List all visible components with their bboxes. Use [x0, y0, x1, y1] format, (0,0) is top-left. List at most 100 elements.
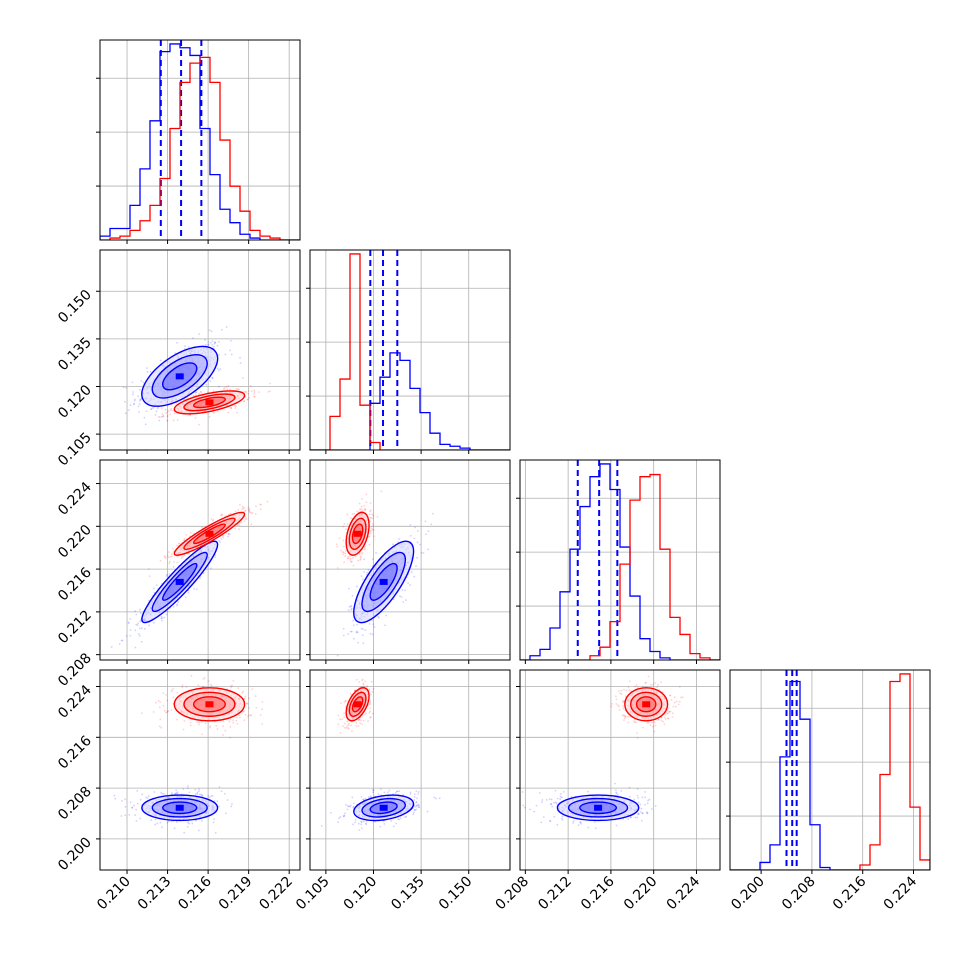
scatter-point: [120, 815, 123, 817]
scatter-point: [175, 792, 177, 794]
scatter-point: [413, 809, 416, 812]
scatter-point: [209, 683, 212, 686]
scatter-point: [212, 518, 215, 521]
scatter-point: [359, 559, 362, 561]
scatter-point: [337, 723, 340, 726]
scatter-point: [350, 608, 352, 611]
grid-lines: [100, 40, 300, 240]
scatter-point: [360, 627, 363, 630]
scatter-point: [335, 543, 338, 546]
scatter-point: [197, 829, 200, 832]
scatter-point: [236, 411, 238, 414]
y-tick-label: 0.224: [55, 682, 95, 722]
scatter-point: [246, 716, 249, 718]
scatter-point: [208, 415, 211, 418]
scatter-point: [236, 524, 239, 527]
scatter-point: [338, 817, 340, 820]
scatter-point: [368, 703, 370, 706]
scatter-point: [198, 793, 201, 796]
scatter-point: [138, 632, 140, 635]
density-peak: [175, 373, 184, 380]
scatter-point: [178, 542, 181, 545]
scatter-point: [197, 790, 200, 793]
scatter-point: [409, 584, 411, 586]
scatter-point: [370, 517, 373, 519]
scatter-point: [349, 605, 352, 608]
scatter-point: [427, 530, 430, 532]
scatter-point: [159, 416, 161, 419]
scatter-point: [245, 391, 247, 394]
scatter-point: [178, 542, 180, 545]
y-tick-label: 0.200: [55, 834, 95, 874]
scatter-point: [140, 380, 143, 382]
scatter-point: [189, 724, 192, 727]
scatter-point: [128, 813, 131, 816]
scatter-point: [351, 796, 354, 799]
scatter-point: [360, 796, 363, 798]
scatter-point: [230, 406, 232, 409]
scatter-point: [362, 798, 364, 801]
scatter-point: [134, 610, 137, 613]
x-tick-label: 0.200: [728, 874, 768, 914]
scatter-point: [342, 815, 345, 818]
scatter-point: [163, 793, 165, 795]
scatter-point: [234, 407, 237, 409]
panel-2d: [521, 675, 684, 830]
scatter-point: [351, 513, 354, 515]
scatter-point: [363, 504, 366, 507]
scatter-point: [229, 388, 231, 391]
density-peak: [205, 701, 214, 708]
scatter-point: [181, 555, 184, 558]
scatter-point: [171, 792, 173, 794]
scatter-point: [153, 791, 156, 793]
scatter-point: [158, 706, 161, 709]
scatter-point: [133, 402, 136, 405]
scatter-point: [646, 812, 649, 814]
scatter-point: [251, 688, 254, 691]
scatter-point: [138, 388, 141, 391]
scatter-point: [212, 390, 215, 392]
scatter-point: [176, 718, 178, 721]
scatter-point: [198, 333, 201, 335]
scatter-point: [355, 630, 358, 633]
scatter-point: [230, 805, 233, 808]
scatter-point: [196, 721, 199, 724]
scatter-point: [232, 679, 235, 682]
scatter-point: [580, 822, 582, 825]
scatter-point: [169, 413, 171, 416]
scatter-point: [205, 383, 208, 386]
scatter-point: [209, 726, 211, 729]
scatter-point: [218, 786, 221, 789]
scatter-point: [176, 555, 179, 558]
scatter-point: [363, 558, 366, 561]
y-tick-label: 0.208: [55, 784, 95, 824]
scatter-point: [346, 808, 349, 811]
scatter-point: [347, 633, 349, 635]
scatter-point: [231, 684, 234, 687]
scatter-point: [210, 795, 213, 798]
scatter-point: [195, 819, 198, 822]
y-tick-label: 0.120: [55, 382, 95, 422]
grid-lines: [730, 670, 930, 870]
scatter-point: [340, 549, 342, 552]
scatter-point: [160, 615, 163, 618]
scatter-point: [124, 798, 127, 801]
scatter-point: [361, 634, 364, 637]
scatter-point: [417, 791, 420, 793]
density-peak: [379, 578, 388, 585]
scatter-point: [356, 510, 359, 513]
scatter-point: [194, 417, 197, 419]
scatter-point: [218, 353, 220, 356]
scatter-point: [352, 564, 355, 567]
scatter-point: [360, 820, 363, 823]
scatter-point: [247, 509, 250, 512]
scatter-point: [349, 804, 352, 807]
scatter-point: [121, 799, 123, 802]
scatter-point: [415, 565, 417, 568]
scatter-point: [371, 517, 374, 520]
scatter-point: [369, 693, 372, 696]
scatter-point: [365, 822, 367, 825]
scatter-point: [269, 382, 272, 385]
scatter-point: [139, 608, 141, 611]
scatter-point: [344, 549, 347, 552]
